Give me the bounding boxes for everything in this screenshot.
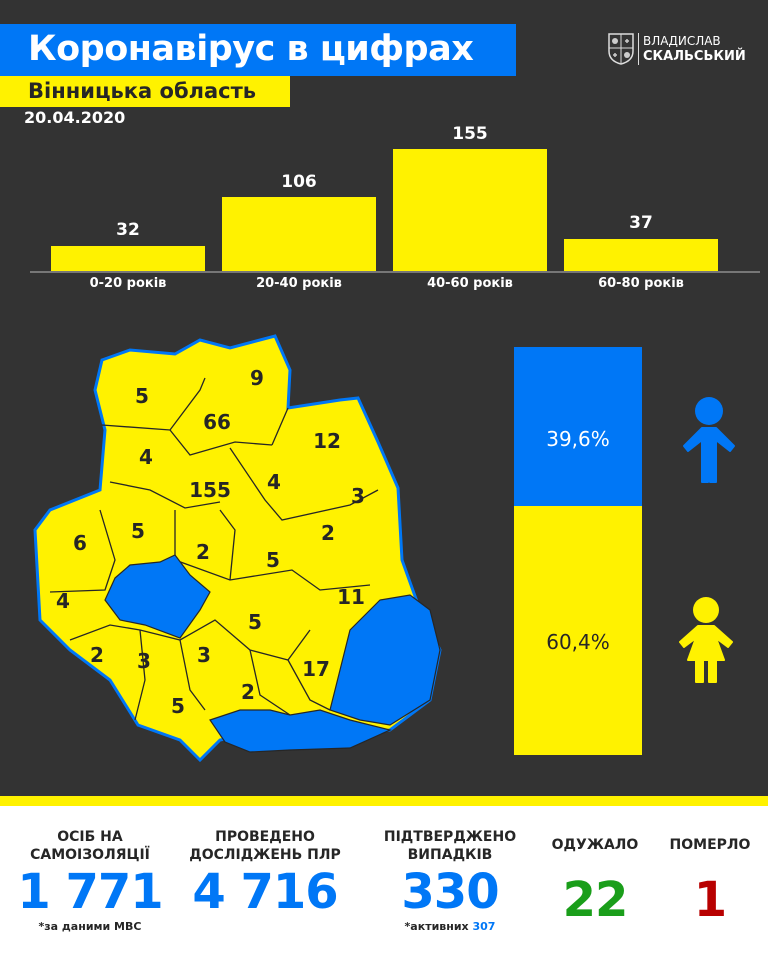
- region-subtitle: Вінницька область: [28, 79, 257, 103]
- stat-pcr-tests: ПРОВЕДЕНО ДОСЛІДЖЕНЬ ПЛР 4 716: [180, 828, 350, 920]
- stat-confirmed: ПІДТВЕРДЖЕНО ВИПАДКІВ 330 *активних 307: [372, 828, 528, 933]
- female-percent: 60,4%: [546, 630, 610, 654]
- author-logo: ВЛАДИСЛАВ СКАЛЬСЬКИЙ: [608, 33, 746, 65]
- active-count: 307: [472, 920, 496, 933]
- logo-first-name: ВЛАДИСЛАВ: [643, 34, 721, 48]
- map-value: 5: [266, 548, 280, 572]
- map-value: 11: [337, 585, 365, 609]
- stat-note: *активних 307: [372, 920, 528, 933]
- stat-label: ОДУЖАЛО: [551, 837, 639, 853]
- report-date: 20.04.2020: [24, 108, 126, 127]
- bar-0-20: [51, 246, 205, 271]
- bar-value-40-60: 155: [452, 124, 488, 144]
- chart-baseline: [30, 271, 760, 273]
- map-value: 5: [248, 610, 262, 634]
- map-value: 3: [351, 484, 365, 508]
- bar-20-40: [222, 197, 376, 271]
- map-value: 2: [196, 540, 210, 564]
- stats-panel: [0, 806, 768, 960]
- female-share-bar: 60,4%: [514, 506, 642, 755]
- bar-60-80: [564, 239, 718, 271]
- map-value: 3: [197, 643, 211, 667]
- stat-recovered: ОДУЖАЛО 22: [540, 836, 650, 928]
- stat-deaths: ПОМЕРЛО 1: [660, 836, 760, 928]
- map-value: 155: [189, 478, 231, 502]
- logo-divider: [638, 33, 639, 65]
- stat-label: ДОСЛІДЖЕНЬ ПЛР: [189, 847, 341, 863]
- page-title: Коронавірус в цифрах: [28, 29, 474, 69]
- map-value: 4: [139, 445, 153, 469]
- stat-value: 1 771: [17, 864, 163, 920]
- coat-of-arms-icon: [608, 33, 634, 65]
- bar-value-0-20: 32: [116, 220, 140, 240]
- stat-label: ПОМЕРЛО: [669, 837, 751, 853]
- map-value: 6: [73, 531, 87, 555]
- map-value: 5: [135, 384, 149, 408]
- title-banner: [0, 24, 516, 76]
- map-value: 5: [131, 519, 145, 543]
- stat-note: *за даними МВС: [38, 920, 142, 933]
- active-label: *активних: [404, 920, 469, 933]
- vinnytsia-oblast-map: [33, 334, 442, 763]
- footer-stripe: [0, 796, 768, 806]
- region-map: 5 9 66 12 4 155 4 3 5 6 2 5 2 4 11 5 2 3…: [30, 330, 460, 770]
- stat-value: 4 716: [192, 864, 338, 920]
- bar-value-60-80: 37: [629, 213, 653, 233]
- subtitle-banner: [0, 76, 290, 107]
- stat-value: 22: [562, 872, 629, 928]
- map-value: 17: [302, 657, 330, 681]
- bar-value-20-40: 106: [281, 172, 317, 192]
- map-value: 9: [250, 366, 264, 390]
- stat-label: ОСІБ НА: [57, 829, 123, 845]
- male-figure-icon: [683, 397, 735, 483]
- bar-label-60-80: 60-80 років: [598, 276, 684, 291]
- stat-label: САМОІЗОЛЯЦІЇ: [30, 847, 150, 863]
- bar-label-20-40: 20-40 років: [256, 276, 342, 291]
- stat-label: ПІДТВЕРДЖЕНО: [383, 829, 517, 845]
- bar-label-40-60: 40-60 років: [427, 276, 513, 291]
- bar-40-60: [393, 149, 547, 271]
- map-value: 5: [171, 694, 185, 718]
- stat-label: ПРОВЕДЕНО: [215, 829, 315, 845]
- map-value: 2: [241, 680, 255, 704]
- male-percent: 39,6%: [546, 427, 610, 451]
- map-value: 2: [321, 521, 335, 545]
- age-bar-chart: 32 0-20 років 106 20-40 років 155 40-60 …: [30, 120, 760, 300]
- female-figure-icon: [679, 597, 733, 683]
- stat-value: 330: [401, 864, 499, 920]
- bar-label-0-20: 0-20 років: [89, 276, 167, 291]
- stat-label: ВИПАДКІВ: [407, 847, 493, 863]
- map-value: 3: [137, 649, 151, 673]
- map-value: 66: [203, 410, 231, 434]
- map-value: 2: [90, 643, 104, 667]
- logo-last-name: СКАЛЬСЬКИЙ: [643, 49, 746, 64]
- map-value: 4: [267, 470, 281, 494]
- stat-value: 1: [693, 872, 727, 928]
- male-share-bar: 39,6%: [514, 347, 642, 506]
- stat-self-isolation: ОСІБ НА САМОІЗОЛЯЦІЇ 1 771 *за даними МВ…: [10, 828, 170, 933]
- map-value: 12: [313, 429, 341, 453]
- map-value: 4: [56, 589, 70, 613]
